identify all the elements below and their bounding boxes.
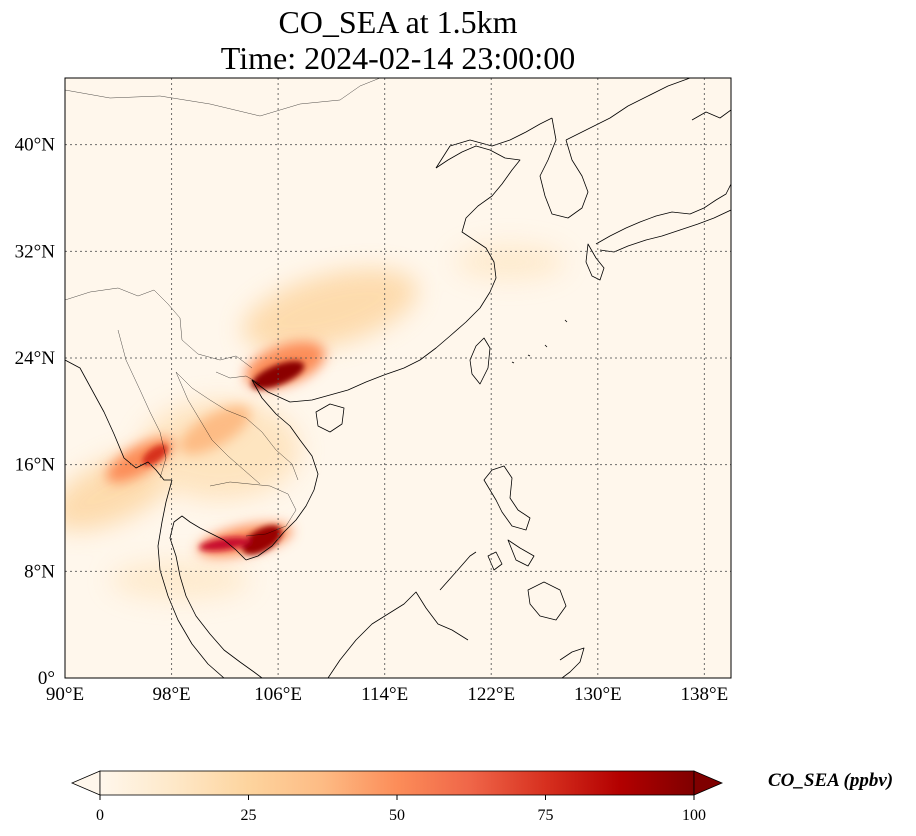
japan-honshu [595, 183, 731, 245]
japan-kyushu [585, 243, 605, 281]
plume-southern-china [242, 268, 418, 352]
china-coastline [251, 145, 521, 403]
border-china-mongolia [65, 78, 381, 117]
y-axis-ticks: 0° 8°N 16°N 24°N 32°N 40°N [15, 135, 56, 689]
hotspot-mekong-west [199, 537, 251, 551]
japan-honshu-south [599, 209, 731, 253]
colorbar-tick-label: 100 [682, 807, 706, 824]
vietnam-coastline [245, 379, 319, 561]
taiwan [469, 337, 491, 385]
myanmar-coastline [65, 359, 172, 481]
colorbar-tick-label: 25 [241, 807, 257, 824]
border-myanmar-thailand [117, 329, 167, 479]
hainan [315, 403, 345, 433]
country-borders [65, 78, 381, 537]
y-tick-label: 0° [38, 668, 55, 689]
bohai-coastline [435, 117, 553, 169]
x-tick-label: 130°E [574, 684, 622, 705]
concentration-field [65, 244, 565, 600]
colorbar-tick-label: 75 [538, 807, 554, 824]
colorbar-tick-label: 0 [96, 807, 104, 824]
y-tick-label: 32°N [15, 241, 56, 262]
x-tick-label: 122°E [467, 684, 515, 705]
gulf-of-thailand-coastline [169, 515, 263, 678]
x-tick-label: 106°E [254, 684, 302, 705]
map-frame [64, 77, 732, 679]
visayas [487, 539, 535, 571]
colorbar-tick-label: 50 [389, 807, 405, 824]
plume-gulf-thailand [110, 560, 250, 600]
y-tick-label: 16°N [15, 455, 56, 476]
korea-coastline [539, 117, 589, 219]
malay-peninsula-west [157, 479, 225, 678]
plume-east-china-sea [455, 244, 565, 280]
x-tick-label: 90°E [46, 684, 84, 705]
borneo-north [327, 591, 469, 678]
coastlines [65, 78, 731, 678]
border-vietnam-china [215, 371, 261, 385]
y-tick-label: 24°N [15, 348, 56, 369]
border-laos [175, 371, 299, 481]
mindanao [527, 581, 567, 621]
colorbar-label: CO_SEA (ppbv) [768, 770, 894, 791]
colorbar-gradient [99, 770, 695, 796]
luzon [483, 465, 531, 531]
title-line-1: CO_SEA at 1.5km [278, 4, 518, 40]
hotspot-thailand [142, 444, 168, 466]
x-tick-label: 114°E [361, 684, 408, 705]
map-title: CO_SEA at 1.5km Time: 2024-02-14 23:00:0… [0, 4, 796, 76]
gridlines [65, 78, 731, 678]
title-line-2: Time: 2024-02-14 23:00:00 [220, 40, 576, 76]
border-cambodia [209, 481, 297, 537]
russia-coastline [565, 78, 691, 141]
x-axis-ticks: 90°E 98°E 106°E 114°E 122°E 130°E 138°E [46, 684, 728, 705]
plume-indochina [140, 400, 300, 500]
plume-laos [179, 405, 251, 455]
colorbar-extend-max [693, 770, 724, 796]
y-tick-label: 40°N [15, 135, 56, 156]
hotspot-mekong [242, 525, 282, 555]
x-tick-label: 98°E [152, 684, 190, 705]
border-china-south [65, 287, 253, 369]
border-thailand-laos [175, 371, 261, 485]
colorbar: 0 25 50 75 100 [70, 770, 724, 824]
palawan [439, 551, 477, 591]
x-tick-label: 138°E [681, 684, 729, 705]
colorbar-extend-min [70, 770, 101, 796]
sulawesi-north [559, 647, 585, 678]
y-tick-label: 8°N [24, 561, 55, 582]
japan-hokkaido [691, 109, 731, 121]
ryukyu-islands [511, 319, 568, 364]
